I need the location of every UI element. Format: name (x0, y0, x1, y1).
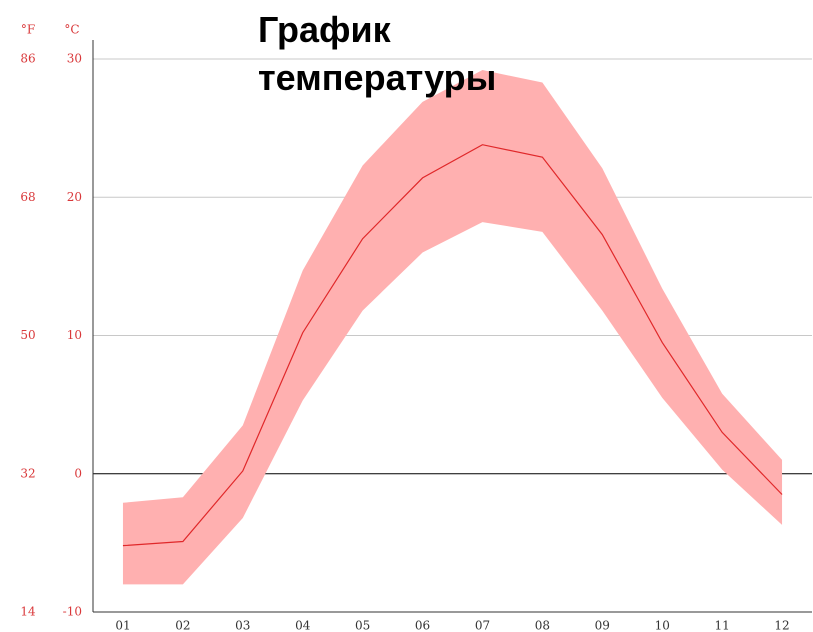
chart-title: График температуры (258, 9, 497, 98)
x-tick-label: 08 (535, 619, 550, 632)
temperature-range (122, 70, 783, 585)
y2-tick-label: 86 (20, 52, 35, 66)
y-tick-label: 20 (67, 190, 82, 204)
y2-unit: °F (21, 23, 35, 37)
y2-tick-label: 50 (20, 328, 35, 342)
x-tick-label: 11 (714, 619, 729, 632)
y-tick-label: 30 (67, 52, 82, 66)
x-tick-label: 05 (355, 619, 370, 632)
x-tick-label: 03 (235, 619, 250, 632)
y2-tick-label: 14 (20, 605, 36, 619)
x-tick-label: 01 (115, 619, 130, 632)
x-tick-label: 10 (655, 619, 670, 632)
x-tick-label: 04 (295, 619, 311, 632)
y-tick-label: 10 (67, 328, 82, 342)
x-tick-label: 12 (774, 619, 789, 632)
x-tick-label: 07 (475, 619, 490, 632)
x-tick-label: 09 (595, 619, 610, 632)
x-tick-label: 06 (415, 619, 430, 632)
y2-tick-label: 32 (20, 466, 35, 480)
x-tick-label: 02 (175, 619, 190, 632)
y-tick-label: 0 (74, 466, 82, 480)
y-tick-label: -10 (63, 605, 82, 619)
y2-tick-label: 68 (20, 190, 35, 204)
line (122, 144, 783, 547)
y-unit: °C (64, 23, 79, 37)
